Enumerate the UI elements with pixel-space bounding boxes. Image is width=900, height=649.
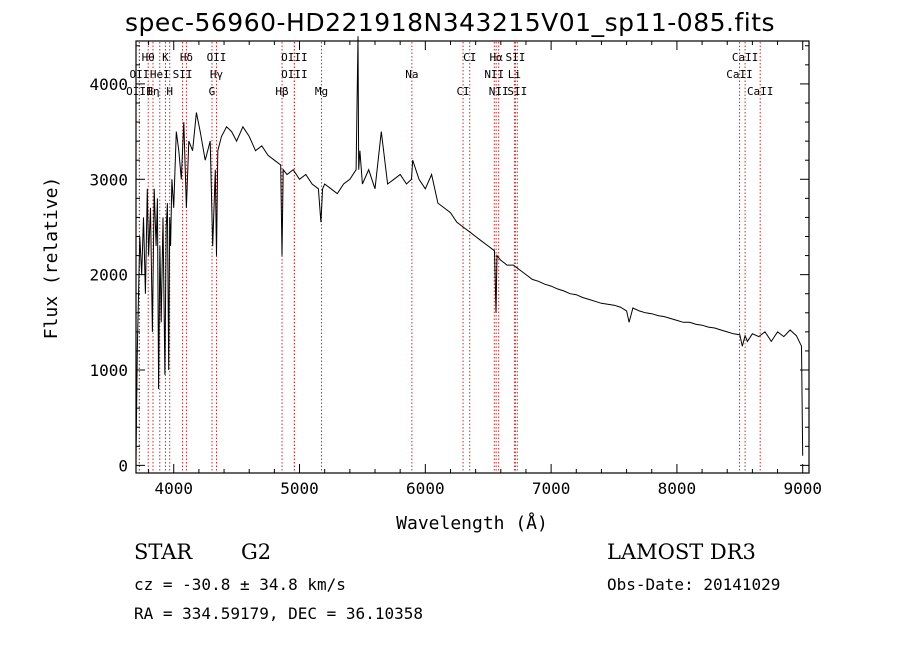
line-marker-label: Hη: [146, 85, 159, 98]
line-marker-label: CI: [456, 85, 469, 98]
line-marker-label: OIII: [281, 51, 308, 64]
y-tick-label: 3000: [89, 170, 128, 189]
line-marker-label: K: [162, 51, 169, 64]
line-marker-label: SII: [505, 51, 525, 64]
line-marker-label: OII: [129, 68, 149, 81]
x-tick-label: 8000: [658, 479, 697, 498]
line-marker-label: OIII: [126, 85, 153, 98]
plot-frame: [135, 40, 810, 474]
line-marker-label: Li: [508, 68, 521, 81]
x-axis-label: Wavelength (Å): [396, 512, 548, 534]
x-tick-label: 6000: [406, 479, 445, 498]
line-marker-label: OIII: [281, 68, 308, 81]
line-marker-label: Hθ: [142, 51, 155, 64]
x-tick-label: 5000: [280, 479, 319, 498]
line-marker-label: OII: [207, 51, 227, 64]
line-marker-label: Mg: [315, 85, 328, 98]
line-marker-label: CI: [463, 51, 476, 64]
line-marker-label: Hα: [490, 51, 504, 64]
x-tick-label: 4000: [154, 479, 193, 498]
line-marker-label: SII: [507, 85, 527, 98]
survey-name: LAMOST DR3: [607, 540, 756, 564]
observation-date: Obs-Date: 20141029: [607, 575, 781, 594]
object-type: STAR: [134, 540, 193, 564]
coordinates-readout: RA = 334.59179, DEC = 36.10358: [134, 604, 423, 623]
x-tick-label: 7000: [532, 479, 571, 498]
y-tick-label: 4000: [89, 75, 128, 94]
x-tick-label: 9000: [783, 479, 822, 498]
line-marker-label: H: [166, 85, 173, 98]
y-axis-label: Flux (relative): [41, 177, 62, 340]
line-marker-label: Hδ: [180, 51, 193, 64]
chart-title: spec-56960-HD221918N343215V01_sp11-085.f…: [124, 8, 776, 37]
line-marker-label: NII: [484, 68, 504, 81]
line-marker-label: CaII: [732, 51, 759, 64]
spectral-subclass: G2: [241, 540, 272, 564]
line-marker-label: Hβ: [275, 85, 289, 98]
line-marker-label: G: [209, 85, 216, 98]
line-marker-label: Hγ: [210, 68, 224, 81]
line-marker-label: CaII: [726, 68, 753, 81]
line-marker-label: NII: [489, 85, 509, 98]
line-marker-label: HeI: [150, 68, 170, 81]
flux-series-line: [135, 36, 804, 462]
y-tick-label: 1000: [89, 361, 128, 380]
line-marker-label: Na: [405, 68, 418, 81]
y-tick-label: 0: [118, 456, 128, 475]
y-tick-label: 2000: [89, 266, 128, 285]
redshift-readout: cz = -30.8 ± 34.8 km/s: [134, 575, 346, 594]
line-marker-label: CaII: [747, 85, 774, 98]
line-marker-label: SII: [173, 68, 193, 81]
